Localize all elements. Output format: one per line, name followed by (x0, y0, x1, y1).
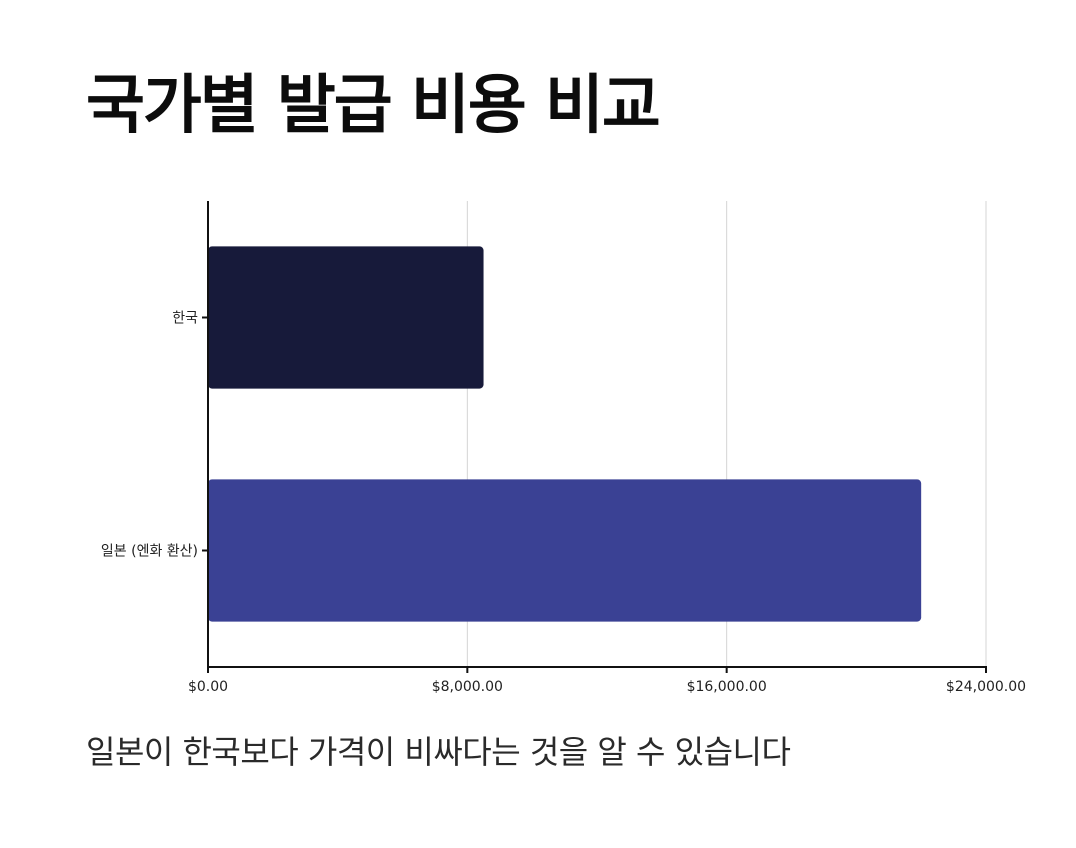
bar (208, 479, 922, 622)
x-tick-label: $24,000.00 (946, 679, 1026, 695)
bar (208, 246, 484, 389)
slide-title: 국가별 발급 비용 비교 (86, 69, 661, 143)
x-tick-label: $0.00 (188, 679, 228, 695)
x-tick-label: $16,000.00 (687, 679, 767, 695)
x-tick-label: $8,000.00 (432, 679, 503, 695)
category-label: 한국 (172, 311, 198, 327)
category-label: 일본 (엔화 환산) (101, 544, 198, 560)
slide-caption: 일본이 한국보다 가격이 비싸다는 것을 알 수 있습니다 (86, 733, 791, 771)
